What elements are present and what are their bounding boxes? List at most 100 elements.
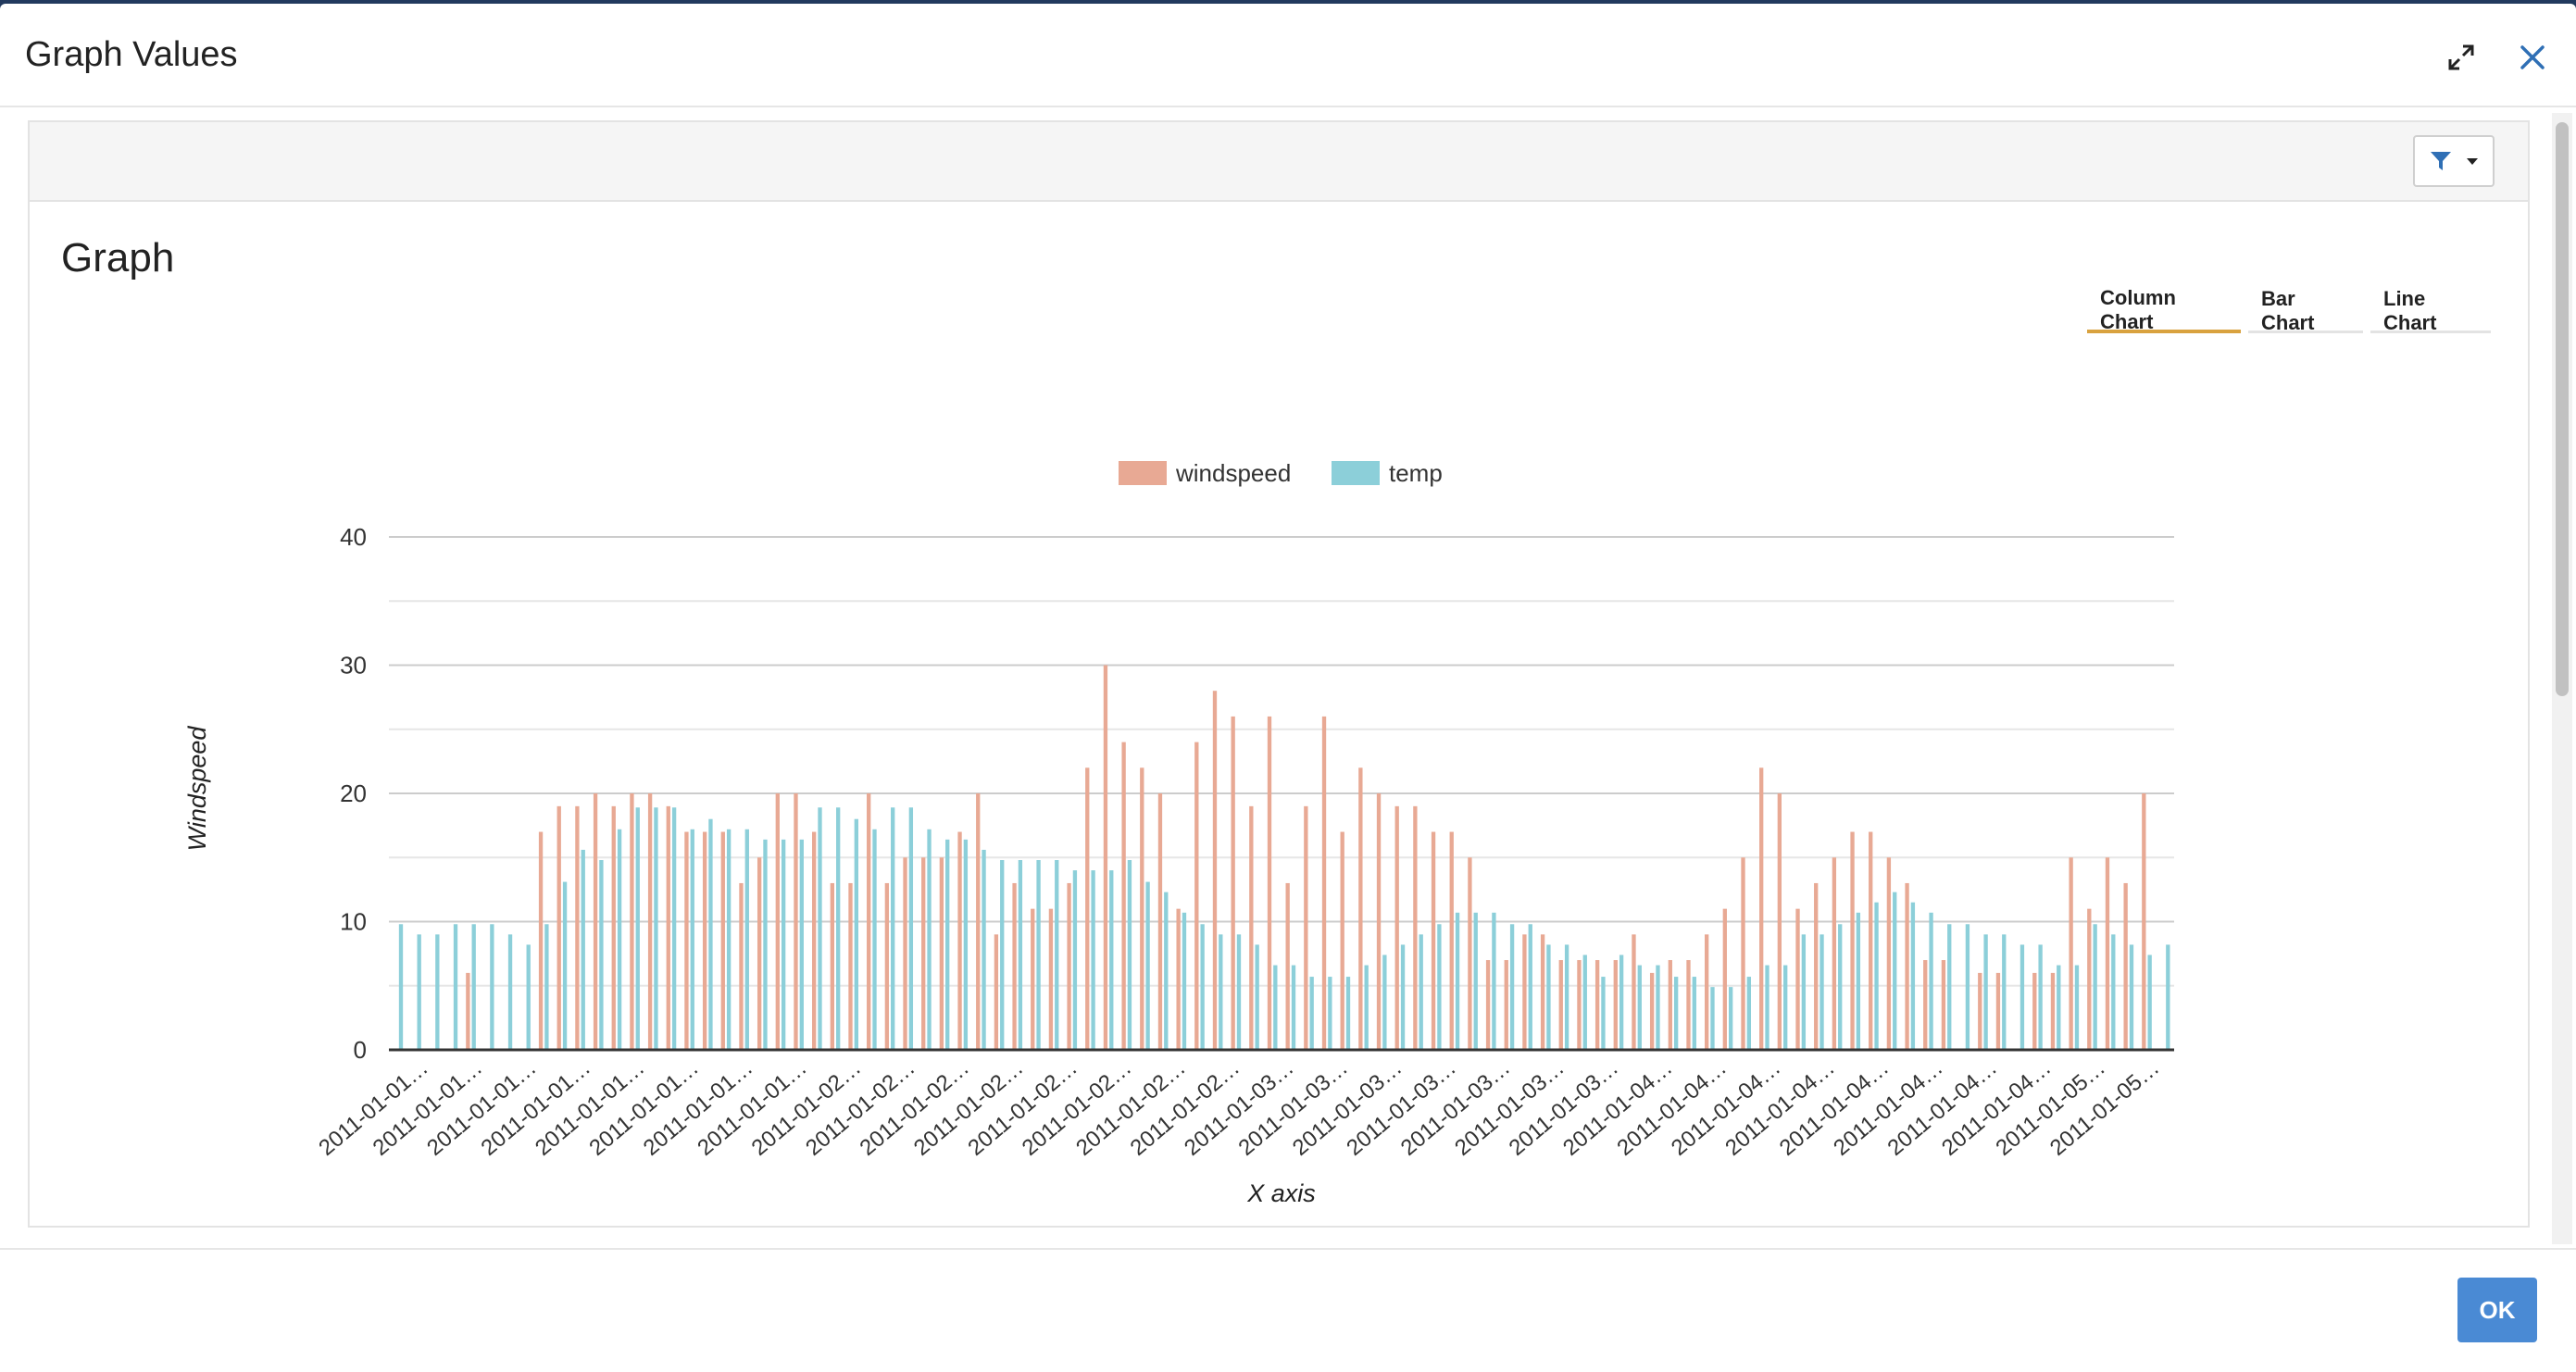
windspeed-bar bbox=[1413, 805, 1418, 1050]
temp-bar bbox=[2129, 944, 2134, 1050]
temp-bar bbox=[818, 807, 822, 1050]
temp-bar bbox=[1710, 987, 1715, 1050]
windspeed-bar bbox=[811, 831, 817, 1050]
expand-arrows-icon bbox=[2448, 44, 2474, 70]
temp-bar bbox=[1564, 944, 1569, 1050]
temp-bar bbox=[1819, 934, 1824, 1050]
windspeed-bar bbox=[1285, 882, 1290, 1050]
temp-bar bbox=[453, 924, 458, 1050]
windspeed-bar bbox=[775, 793, 780, 1050]
windspeed-bar bbox=[1157, 793, 1163, 1050]
windspeed-bar bbox=[1850, 831, 1855, 1050]
temp-bar bbox=[1255, 944, 1259, 1050]
temp-bar bbox=[1455, 912, 1460, 1050]
windspeed-bar bbox=[1795, 908, 1800, 1050]
y-tick-label: 40 bbox=[340, 523, 367, 551]
temp-bar bbox=[435, 934, 440, 1050]
y-tick-label: 20 bbox=[340, 780, 367, 807]
temp-bar bbox=[1801, 934, 1807, 1050]
y-tick-label: 10 bbox=[340, 908, 367, 936]
legend-label-temp: temp bbox=[1389, 459, 1443, 487]
temp-bar bbox=[654, 807, 658, 1050]
temp-bar bbox=[1582, 954, 1587, 1050]
temp-bar bbox=[544, 924, 549, 1050]
temp-bar bbox=[891, 807, 895, 1050]
temp-bar bbox=[763, 839, 768, 1050]
temp-bar bbox=[1055, 860, 1059, 1050]
temp-bar bbox=[1965, 924, 1970, 1050]
scrollbar-thumb[interactable] bbox=[2556, 122, 2569, 696]
temp-bar bbox=[1364, 965, 1369, 1050]
temp-bar bbox=[1072, 870, 1078, 1050]
windspeed-bar bbox=[1978, 972, 1982, 1050]
temp-bar bbox=[1419, 934, 1423, 1050]
temp-bar bbox=[1509, 924, 1515, 1050]
windspeed-bar bbox=[1231, 716, 1235, 1050]
temp-bar bbox=[2074, 965, 2080, 1050]
temp-bar bbox=[1127, 860, 1132, 1050]
temp-bar bbox=[599, 860, 604, 1050]
modal-header: Graph Values bbox=[0, 4, 2576, 107]
temp-bar bbox=[690, 829, 694, 1050]
temp-bar bbox=[1219, 934, 1223, 1050]
panel-toolbar bbox=[30, 122, 2528, 202]
windspeed-bar bbox=[1777, 793, 1782, 1050]
column-chart: 0102030402011-01-01…2011-01-01…2011-01-0… bbox=[183, 459, 2174, 1207]
tab-bar-chart[interactable]: Bar Chart bbox=[2248, 287, 2363, 334]
temp-bar bbox=[1091, 870, 1095, 1050]
windspeed-bar bbox=[1632, 934, 1636, 1050]
temp-bar bbox=[417, 934, 421, 1050]
windspeed-bar bbox=[1577, 960, 1582, 1050]
temp-bar bbox=[507, 934, 513, 1050]
expand-button[interactable] bbox=[2443, 39, 2480, 76]
temp-bar bbox=[1182, 912, 1187, 1050]
legend-label-windspeed: windspeed bbox=[1175, 459, 1291, 487]
windspeed-bar bbox=[1485, 960, 1491, 1050]
windspeed-bar bbox=[1194, 742, 1199, 1050]
temp-bar bbox=[2111, 934, 2116, 1050]
temp-bar bbox=[671, 807, 677, 1050]
temp-bar bbox=[2147, 954, 2152, 1050]
temp-bar bbox=[398, 924, 404, 1050]
windspeed-bar bbox=[1941, 960, 1946, 1050]
temp-bar bbox=[1382, 954, 1387, 1050]
tab-line-chart[interactable]: Line Chart bbox=[2370, 287, 2491, 334]
temp-bar bbox=[1619, 954, 1624, 1050]
windspeed-bar bbox=[1449, 831, 1454, 1050]
temp-bar bbox=[1983, 934, 1988, 1050]
windspeed-bar bbox=[702, 831, 707, 1050]
temp-bar bbox=[1893, 892, 1897, 1050]
windspeed-bar bbox=[1649, 972, 1655, 1050]
modal-body: Graph Column Chart Bar Chart Line Chart … bbox=[0, 107, 2576, 1248]
windspeed-bar bbox=[867, 793, 871, 1050]
vertical-scrollbar[interactable] bbox=[2552, 113, 2572, 1244]
temp-bar bbox=[1656, 965, 1660, 1050]
windspeed-bar bbox=[2123, 882, 2128, 1050]
temp-bar bbox=[1291, 965, 1296, 1050]
windspeed-bar bbox=[538, 831, 544, 1050]
windspeed-bar bbox=[794, 793, 798, 1050]
windspeed-bar bbox=[1668, 960, 1672, 1050]
filter-icon bbox=[2431, 152, 2451, 170]
windspeed-bar bbox=[921, 857, 926, 1050]
close-button[interactable] bbox=[2514, 39, 2551, 76]
windspeed-bar bbox=[647, 793, 653, 1050]
graph-title: Graph bbox=[61, 235, 175, 281]
tab-column-chart[interactable]: Column Chart bbox=[2087, 286, 2241, 333]
ok-button[interactable]: OK bbox=[2457, 1278, 2537, 1342]
temp-bar bbox=[927, 829, 932, 1050]
windspeed-bar bbox=[1031, 908, 1035, 1050]
filter-dropdown-button[interactable] bbox=[2413, 135, 2495, 187]
temp-bar bbox=[2002, 934, 2007, 1050]
temp-bar bbox=[1018, 860, 1023, 1050]
windspeed-bar bbox=[684, 831, 689, 1050]
temp-bar bbox=[562, 881, 568, 1050]
windspeed-bar bbox=[1358, 767, 1363, 1050]
windspeed-bar bbox=[2032, 972, 2037, 1050]
temp-bar bbox=[1473, 912, 1478, 1050]
temp-bar bbox=[1783, 965, 1788, 1050]
temp-bar bbox=[1692, 977, 1696, 1050]
windspeed-bar bbox=[611, 805, 616, 1050]
temp-bar bbox=[1929, 912, 1933, 1050]
windspeed-bar bbox=[1995, 972, 2001, 1050]
